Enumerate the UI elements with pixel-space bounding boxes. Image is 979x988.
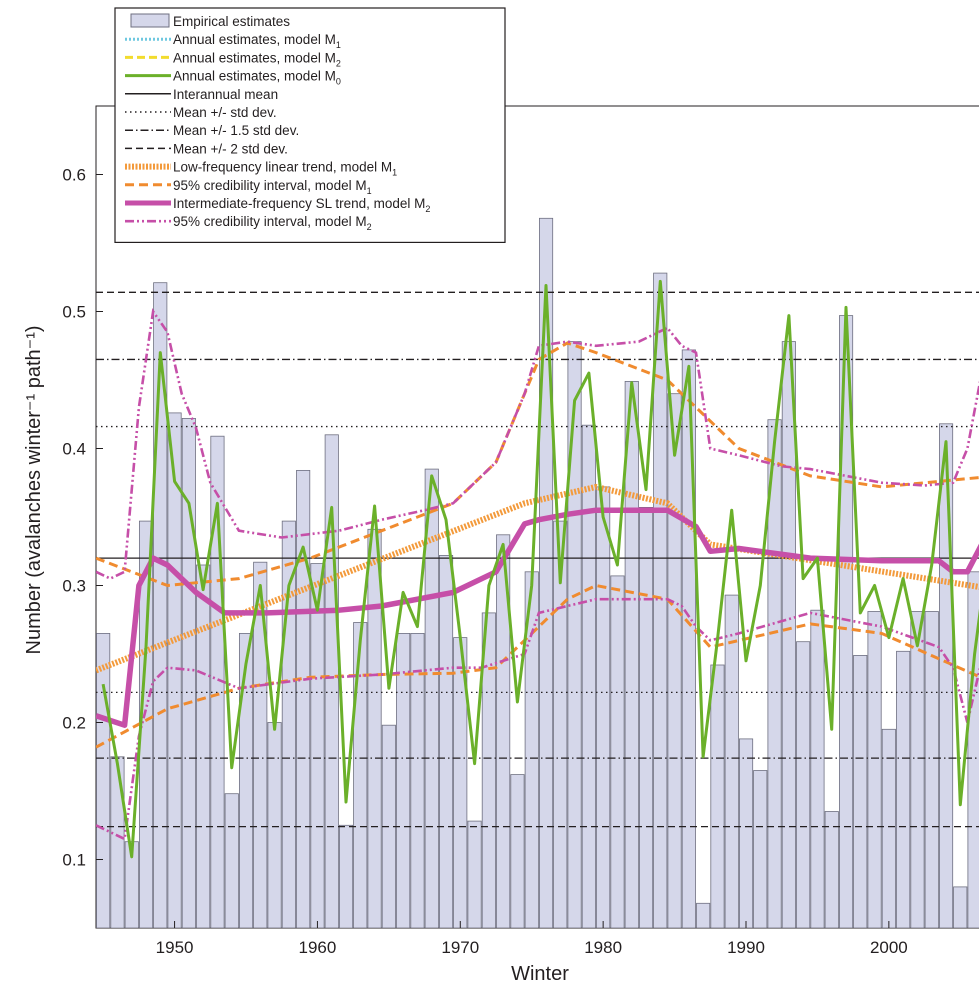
bar-empirical-2005	[953, 886, 968, 928]
bar-empirical-1966	[396, 633, 411, 928]
legend-label-ci_m1: 95% credibility interval, model M1	[173, 178, 372, 196]
annual-m0-series	[101, 279, 979, 859]
ci-m2-upper-line	[96, 308, 979, 581]
bar-empirical-1980	[596, 486, 611, 928]
bar-empirical-2002	[910, 611, 925, 928]
ci-m2-lower-line	[96, 597, 979, 841]
legend-label-std15: Mean +/- 1.5 std dev.	[173, 123, 299, 138]
bar-empirical-1978	[567, 341, 582, 928]
bar-empirical-1960	[310, 563, 325, 928]
y-tick-label: 0.5	[62, 303, 86, 322]
bar-empirical-1955	[238, 633, 254, 928]
bar-empirical-1982	[624, 380, 639, 928]
x-tick-label: 1970	[441, 938, 479, 957]
bar-empirical-1967	[410, 633, 425, 928]
bar-empirical-1986	[681, 349, 696, 928]
bar-empirical-1985	[667, 393, 682, 928]
y-tick-label: 0.3	[62, 577, 86, 596]
bar-empirical-1999	[867, 611, 882, 928]
bar-empirical-1971	[467, 820, 482, 928]
x-axis-ticks: 1950 1960 1970 1980 1990 2000	[156, 921, 908, 957]
bar-empirical-1969	[438, 555, 454, 928]
bar-empirical-1990	[739, 738, 754, 928]
bar-empirical-1995	[810, 609, 825, 928]
legend-label-empirical: Empirical estimates	[173, 14, 290, 29]
bar-empirical-2000	[881, 728, 896, 928]
y-axis-ticks: 0.1 0.2 0.3 0.4 0.5 0.6	[62, 166, 103, 870]
x-tick-label: 1960	[299, 938, 337, 957]
x-axis-title: Winter	[511, 963, 569, 985]
legend-label-ci_m2: 95% credibility interval, model M2	[173, 214, 372, 232]
trend-m2-line	[96, 507, 979, 728]
bar-empirical-1981	[610, 575, 625, 928]
bar-empirical-1976	[539, 217, 554, 928]
bar-empirical-1972	[481, 612, 496, 928]
bar-empirical-2006	[967, 571, 979, 928]
legend-box	[114, 7, 506, 243]
bar-empirical-2003	[924, 611, 939, 928]
bar-empirical-1983	[639, 506, 654, 928]
bar-empirical-1973	[496, 534, 511, 928]
legend: Empirical estimates Annual estimates, mod…	[114, 7, 506, 243]
bar-empirical-1951	[181, 417, 196, 928]
bar-empirical-1998	[853, 655, 868, 928]
bar-empirical-1994	[796, 641, 811, 928]
bar-empirical-1993	[781, 341, 796, 928]
legend-label-std1: Mean +/- std dev.	[173, 105, 277, 120]
legend-label-trend_m2: Intermediate-frequency SL trend, model M…	[173, 196, 430, 214]
bar-empirical-1964	[367, 528, 382, 928]
bar-empirical-1988	[710, 664, 725, 928]
legend-label-trend_m1: Low-frequency linear trend, model M1	[173, 160, 397, 178]
y-axis-title: Number (avalanches winter⁻¹ path⁻¹)	[23, 325, 45, 654]
bar-empirical-1952	[196, 564, 211, 928]
trend-lines	[96, 483, 979, 728]
ci-m1-upper-line	[96, 341, 979, 588]
x-tick-label: 1950	[156, 938, 194, 957]
bar-empirical-1974	[510, 774, 525, 928]
legend-label-std2: Mean +/- 2 std dev.	[173, 141, 288, 156]
x-tick-label: 2000	[870, 938, 908, 957]
y-tick-label: 0.4	[62, 440, 86, 459]
bar-empirical-1946	[110, 756, 125, 928]
bar-empirical-1968	[424, 468, 439, 928]
ci-m1-lower-line	[96, 583, 979, 749]
mean-lines	[96, 291, 979, 828]
bar-empirical-1991	[753, 770, 768, 928]
x-tick-label: 1990	[727, 938, 765, 957]
bar-empirical-1959	[296, 469, 311, 928]
y-tick-label: 0.6	[62, 166, 86, 185]
bar-empirical-1954	[224, 793, 239, 928]
bar-empirical-2001	[896, 650, 911, 928]
bar-empirical-1957	[267, 722, 282, 928]
legend-label-m2_annual: Annual estimates, model M2	[173, 50, 341, 68]
bar-empirical-1963	[353, 622, 368, 928]
bar-empirical-1992	[767, 419, 782, 928]
y-tick-label: 0.1	[62, 851, 86, 870]
annual-m0-line	[101, 279, 979, 859]
bar-empirical-1987	[696, 902, 711, 928]
credibility-interval-lines	[96, 308, 979, 841]
bar-empirical-1945	[96, 633, 111, 928]
legend-label-m1_annual: Annual estimates, model M1	[173, 32, 341, 50]
legend-label-mean: Interannual mean	[173, 87, 278, 102]
bar-empirical-1956	[253, 561, 268, 928]
x-tick-label: 1980	[584, 938, 622, 957]
legend-swatch-empirical	[130, 13, 170, 28]
bar-empirical-1996	[824, 811, 839, 928]
bar-empirical-1989	[724, 594, 739, 928]
bar-empirical-1979	[581, 424, 596, 928]
legend-label-m0_annual: Annual estimates, model M0	[173, 69, 341, 87]
y-tick-label: 0.2	[62, 714, 86, 733]
bar-empirical-2004	[939, 423, 954, 928]
bar-empirical-1962	[338, 824, 354, 928]
